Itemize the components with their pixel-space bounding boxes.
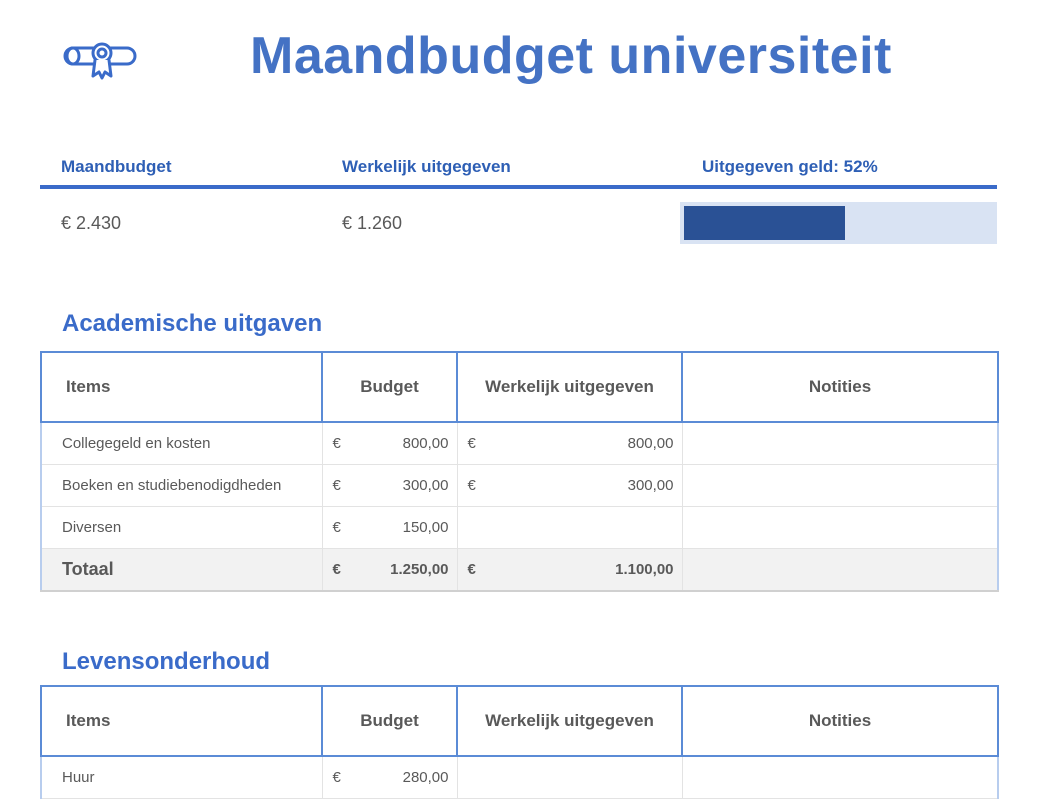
item-cell[interactable]: Diversen: [40, 506, 323, 549]
budget-cell[interactable]: €300,00: [321, 464, 458, 507]
living-table: Items Budget Werkelijk uitgegeven Notiti…: [40, 685, 999, 799]
table-row: Collegegeld en kosten €800,00 €800,00: [40, 421, 999, 465]
spent-amount: 300,00: [627, 477, 674, 494]
total-budget-cell: €1.250,00: [321, 548, 458, 592]
spent-amount: 800,00: [627, 435, 674, 452]
total-label: Totaal: [40, 548, 323, 592]
budget-amount: 280,00: [402, 769, 449, 786]
spent-progress-fill: [684, 206, 845, 240]
total-spent-amount: 1.100,00: [615, 561, 674, 578]
budget-cell[interactable]: €150,00: [321, 506, 458, 549]
page-title: Maandbudget universiteit: [250, 27, 892, 85]
budget-cell[interactable]: €800,00: [321, 421, 458, 465]
summary-divider: [40, 185, 997, 189]
column-header-spent: Werkelijk uitgegeven: [456, 351, 683, 423]
budget-cell[interactable]: €280,00: [321, 755, 458, 799]
table-row: Huur €280,00: [40, 755, 999, 799]
table-row: Boeken en studiebenodigdheden €300,00 €3…: [40, 464, 999, 507]
item-cell[interactable]: Collegegeld en kosten: [40, 421, 323, 465]
living-section-title: Levensonderhoud: [62, 648, 271, 675]
currency-symbol: €: [467, 435, 476, 452]
academic-table: Items Budget Werkelijk uitgegeven Notiti…: [40, 351, 999, 592]
actual-spent-value: € 1.260: [342, 213, 403, 233]
total-budget-amount: 1.250,00: [390, 561, 449, 578]
budget-amount: 800,00: [402, 435, 449, 452]
spent-cell[interactable]: [456, 506, 683, 549]
column-header-budget: Budget: [321, 685, 458, 757]
notes-cell[interactable]: [681, 421, 999, 465]
monthly-budget-label: Maandbudget: [61, 157, 172, 176]
column-header-notes: Notities: [681, 351, 999, 423]
currency-symbol: €: [332, 477, 341, 494]
currency-symbol: €: [332, 519, 341, 536]
budget-amount: 150,00: [402, 519, 449, 536]
column-header-spent: Werkelijk uitgegeven: [456, 685, 683, 757]
total-notes-cell: [681, 548, 999, 592]
spent-cell[interactable]: €300,00: [456, 464, 683, 507]
currency-symbol: €: [332, 561, 341, 578]
total-spent-cell: €1.100,00: [456, 548, 683, 592]
table-header-row: Items Budget Werkelijk uitgegeven Notiti…: [40, 351, 999, 423]
item-cell[interactable]: Boeken en studiebenodigdheden: [40, 464, 323, 507]
notes-cell[interactable]: [681, 506, 999, 549]
actual-spent-label: Werkelijk uitgegeven: [342, 157, 511, 176]
currency-symbol: €: [332, 769, 341, 786]
column-header-budget: Budget: [321, 351, 458, 423]
column-header-items: Items: [40, 685, 323, 757]
column-header-items: Items: [40, 351, 323, 423]
monthly-budget-value: € 2.430: [61, 213, 122, 233]
diploma-logo-icon: [62, 38, 140, 86]
currency-symbol: €: [332, 435, 341, 452]
progress-label: Uitgegeven geld: 52%: [702, 157, 878, 176]
spent-cell[interactable]: €800,00: [456, 421, 683, 465]
budget-amount: 300,00: [402, 477, 449, 494]
academic-section-title: Academische uitgaven: [62, 310, 323, 337]
table-header-row: Items Budget Werkelijk uitgegeven Notiti…: [40, 685, 999, 757]
item-cell[interactable]: Huur: [40, 755, 323, 799]
notes-cell[interactable]: [681, 755, 999, 799]
table-row: Diversen €150,00: [40, 506, 999, 549]
spent-cell[interactable]: [456, 755, 683, 799]
column-header-notes: Notities: [681, 685, 999, 757]
currency-symbol: €: [467, 561, 476, 578]
total-row: Totaal €1.250,00 €1.100,00: [40, 548, 999, 592]
currency-symbol: €: [467, 477, 476, 494]
notes-cell[interactable]: [681, 464, 999, 507]
spent-progress-bar: [680, 202, 997, 244]
